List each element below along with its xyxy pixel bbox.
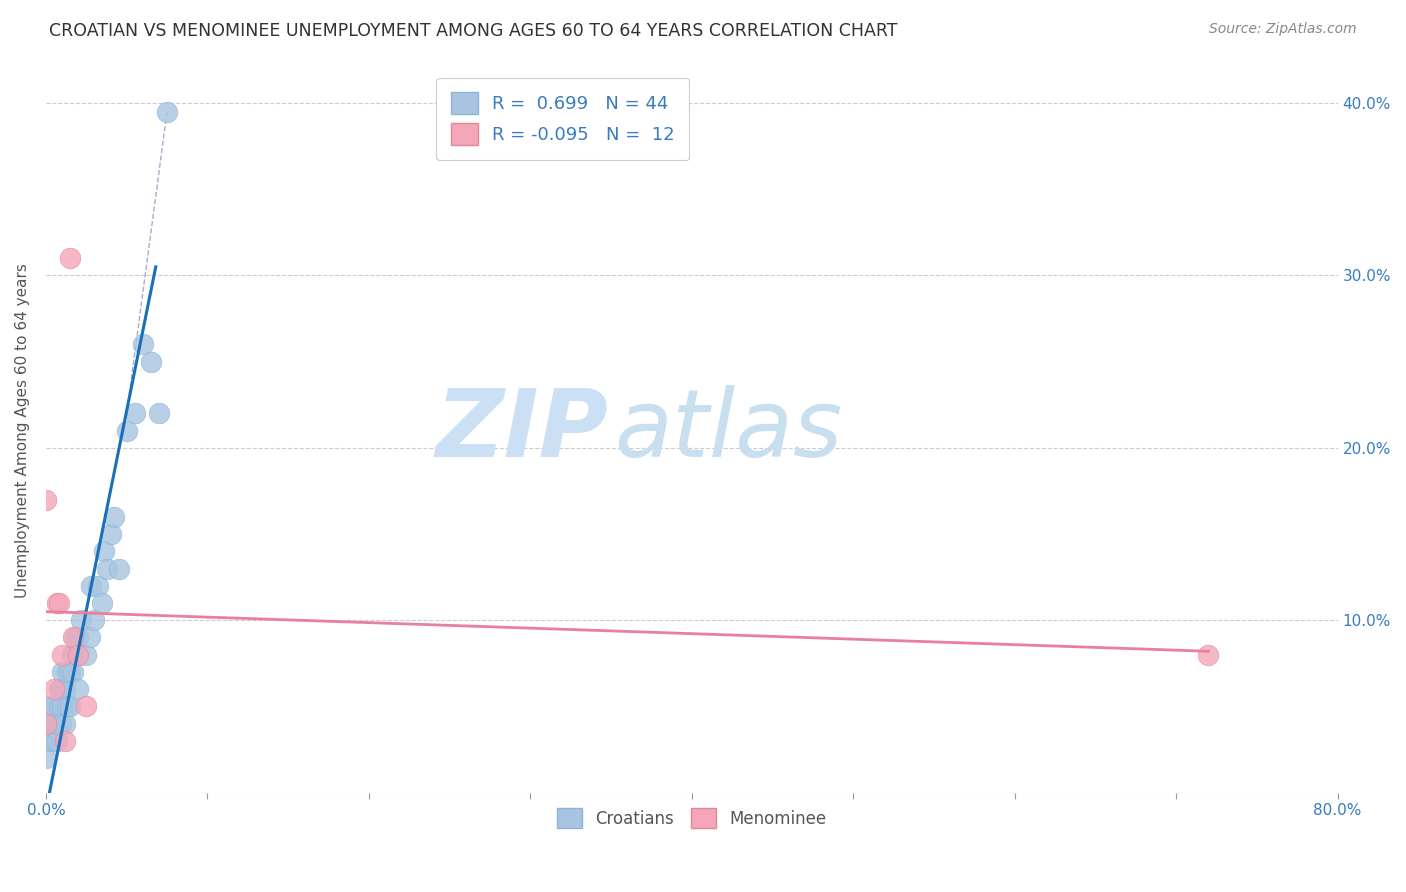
- Point: [42, 734, 65, 748]
- Point: [59, 251, 82, 265]
- Point: [35, 734, 58, 748]
- Point: [107, 561, 129, 575]
- Point: [86, 579, 108, 593]
- Text: CROATIAN VS MENOMINEE UNEMPLOYMENT AMONG AGES 60 TO 64 YEARS CORRELATION CHART: CROATIAN VS MENOMINEE UNEMPLOYMENT AMONG…: [49, 22, 897, 40]
- Point: [53, 716, 76, 731]
- Point: [42, 716, 65, 731]
- Point: [124, 406, 146, 420]
- Point: [48, 699, 70, 714]
- Point: [115, 424, 138, 438]
- Legend: Croatians, Menominee: Croatians, Menominee: [551, 801, 834, 835]
- Point: [35, 716, 58, 731]
- Point: [51, 648, 73, 662]
- Point: [46, 734, 69, 748]
- Point: [83, 613, 105, 627]
- Point: [75, 699, 97, 714]
- Point: [46, 716, 69, 731]
- Text: atlas: atlas: [614, 385, 842, 476]
- Point: [148, 406, 170, 420]
- Point: [67, 682, 90, 697]
- Point: [1198, 648, 1220, 662]
- Point: [49, 682, 72, 697]
- Point: [42, 699, 65, 714]
- Point: [56, 699, 79, 714]
- Point: [42, 682, 65, 697]
- Point: [48, 596, 70, 610]
- Point: [75, 648, 97, 662]
- Point: [66, 648, 89, 662]
- Point: [62, 665, 84, 679]
- Point: [49, 716, 72, 731]
- Point: [93, 544, 115, 558]
- Point: [139, 354, 162, 368]
- Y-axis label: Unemployment Among Ages 60 to 64 years: Unemployment Among Ages 60 to 64 years: [15, 263, 30, 598]
- Point: [67, 648, 90, 662]
- Point: [56, 665, 79, 679]
- Point: [51, 665, 73, 679]
- Point: [132, 337, 155, 351]
- Point: [62, 631, 84, 645]
- Point: [35, 492, 58, 507]
- Point: [35, 699, 58, 714]
- Point: [48, 682, 70, 697]
- Point: [35, 751, 58, 765]
- Point: [79, 631, 101, 645]
- Point: [80, 579, 103, 593]
- Point: [67, 631, 90, 645]
- Point: [46, 596, 69, 610]
- Point: [59, 665, 82, 679]
- Point: [63, 631, 86, 645]
- Point: [156, 104, 179, 119]
- Point: [91, 596, 114, 610]
- Point: [51, 699, 73, 714]
- Text: Source: ZipAtlas.com: Source: ZipAtlas.com: [1209, 22, 1357, 37]
- Text: ZIP: ZIP: [434, 384, 607, 476]
- Point: [60, 648, 83, 662]
- Point: [103, 509, 125, 524]
- Point: [100, 527, 122, 541]
- Point: [53, 734, 76, 748]
- Point: [70, 613, 93, 627]
- Point: [35, 716, 58, 731]
- Point: [96, 561, 118, 575]
- Point: [59, 699, 82, 714]
- Point: [53, 682, 76, 697]
